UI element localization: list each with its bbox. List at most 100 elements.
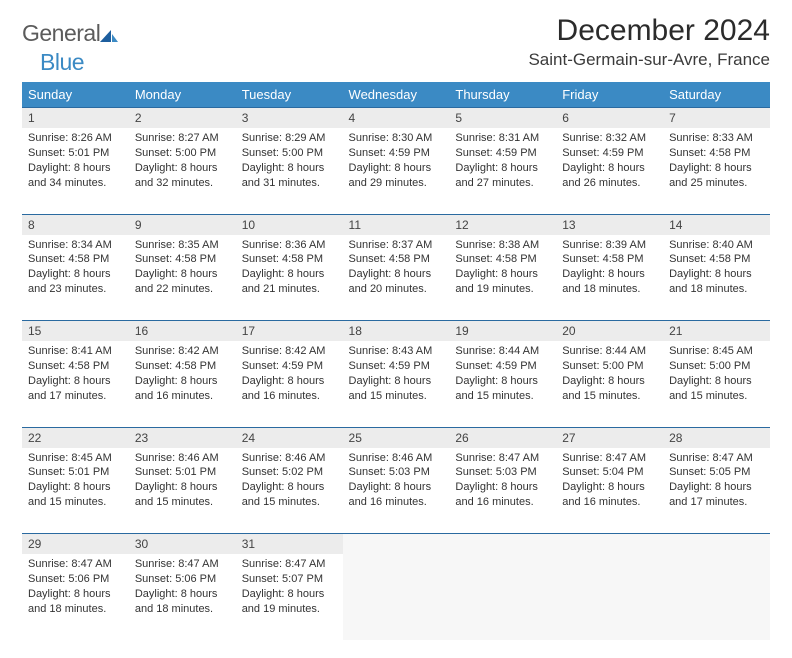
day-number-cell: 25 — [343, 427, 450, 448]
weekday-header: Tuesday — [236, 82, 343, 108]
day-body-cell: Sunrise: 8:45 AMSunset: 5:00 PMDaylight:… — [663, 341, 770, 427]
day-day2: and 25 minutes. — [669, 176, 764, 191]
day-body-cell: Sunrise: 8:40 AMSunset: 4:58 PMDaylight:… — [663, 235, 770, 321]
brand-general: General — [22, 20, 100, 46]
day-body-cell: Sunrise: 8:27 AMSunset: 5:00 PMDaylight:… — [129, 128, 236, 214]
day-day2: and 22 minutes. — [135, 282, 230, 297]
day-number-cell: 11 — [343, 214, 450, 235]
day-sunset: Sunset: 4:58 PM — [135, 359, 230, 374]
day-sunrise: Sunrise: 8:30 AM — [349, 131, 444, 146]
day-body-cell: Sunrise: 8:47 AMSunset: 5:03 PMDaylight:… — [449, 448, 556, 534]
day-sunset: Sunset: 5:00 PM — [669, 359, 764, 374]
day-day2: and 18 minutes. — [562, 282, 657, 297]
day-day2: and 15 minutes. — [669, 389, 764, 404]
day-number-cell — [449, 534, 556, 555]
day-number-cell: 28 — [663, 427, 770, 448]
day-sunset: Sunset: 5:01 PM — [135, 465, 230, 480]
day-day1: Daylight: 8 hours — [242, 587, 337, 602]
day-day1: Daylight: 8 hours — [562, 480, 657, 495]
day-sunrise: Sunrise: 8:44 AM — [562, 344, 657, 359]
day-day1: Daylight: 8 hours — [562, 374, 657, 389]
day-day1: Daylight: 8 hours — [135, 161, 230, 176]
day-sunset: Sunset: 5:00 PM — [135, 146, 230, 161]
day-day2: and 21 minutes. — [242, 282, 337, 297]
day-body-row: Sunrise: 8:34 AMSunset: 4:58 PM Daylight:… — [22, 235, 770, 321]
day-day2: and 29 minutes. — [349, 176, 444, 191]
weekday-header: Wednesday — [343, 82, 450, 108]
day-number-cell: 1 — [22, 108, 129, 129]
day-day1: Daylight: 8 hours — [349, 374, 444, 389]
day-sunrise: Sunrise: 8:45 AM — [28, 451, 123, 466]
day-day2: and 16 minutes. — [562, 495, 657, 510]
day-sunset: Sunset: 4:59 PM — [242, 359, 337, 374]
day-sunrise: Sunrise: 8:35 AM — [135, 238, 230, 253]
day-number-cell: 12 — [449, 214, 556, 235]
day-body-cell: Sunrise: 8:42 AMSunset: 4:59 PMDaylight:… — [236, 341, 343, 427]
day-sunset: Sunset: 5:03 PM — [349, 465, 444, 480]
weekday-header: Monday — [129, 82, 236, 108]
day-body-cell: Sunrise: 8:47 AMSunset: 5:06 PMDaylight:… — [129, 554, 236, 640]
day-day2: and 15 minutes. — [562, 389, 657, 404]
day-day1: Daylight: 8 hours — [349, 161, 444, 176]
day-sunrise: Sunrise: 8:32 AM — [562, 131, 657, 146]
day-sunset: Sunset: 5:00 PM — [242, 146, 337, 161]
day-body-cell: Sunrise: 8:39 AMSunset: 4:58 PMDaylight:… — [556, 235, 663, 321]
day-sunrise: Sunrise: 8:27 AM — [135, 131, 230, 146]
day-body-cell: Sunrise: 8:32 AMSunset: 4:59 PMDaylight:… — [556, 128, 663, 214]
day-body-cell: Sunrise: 8:44 AMSunset: 4:59 PMDaylight:… — [449, 341, 556, 427]
day-number-cell: 30 — [129, 534, 236, 555]
day-body-cell: Sunrise: 8:29 AMSunset: 5:00 PMDaylight:… — [236, 128, 343, 214]
day-number-row: 1234567 — [22, 108, 770, 129]
day-number-cell — [556, 534, 663, 555]
day-sunset: Sunset: 5:07 PM — [242, 572, 337, 587]
day-day1: Daylight: 8 hours — [135, 374, 230, 389]
day-sunrise: Sunrise: 8:41 AM — [28, 344, 123, 359]
day-number-cell: 23 — [129, 427, 236, 448]
day-body-row: Sunrise: 8:26 AMSunset: 5:01 PMDaylight:… — [22, 128, 770, 214]
day-body-row: Sunrise: 8:47 AMSunset: 5:06 PMDaylight:… — [22, 554, 770, 640]
day-day2: and 16 minutes. — [242, 389, 337, 404]
day-day2: and 20 minutes. — [349, 282, 444, 297]
day-day1: Daylight: 8 hours — [28, 480, 123, 495]
day-day1: Daylight: 8 hours — [242, 374, 337, 389]
day-day1: Daylight: 8 hours — [669, 374, 764, 389]
day-body-cell — [663, 554, 770, 640]
day-day1: Daylight: 8 hours — [349, 267, 444, 282]
day-number-cell: 31 — [236, 534, 343, 555]
day-day1: Daylight: 8 hours — [455, 480, 550, 495]
day-day1: Daylight: 8 hours — [242, 267, 337, 282]
day-number-cell: 17 — [236, 321, 343, 342]
day-number-cell: 3 — [236, 108, 343, 129]
day-body-cell: Sunrise: 8:46 AMSunset: 5:03 PMDaylight:… — [343, 448, 450, 534]
day-body-cell: Sunrise: 8:34 AMSunset: 4:58 PMDaylight:… — [22, 235, 129, 321]
day-number-cell: 15 — [22, 321, 129, 342]
day-sunset: Sunset: 4:58 PM — [669, 146, 764, 161]
day-sunset: Sunset: 4:58 PM — [28, 252, 123, 267]
day-number-cell: 19 — [449, 321, 556, 342]
day-sunrise: Sunrise: 8:34 AM — [28, 238, 123, 253]
day-day2: and 17 minutes. — [28, 389, 123, 404]
day-day1: Daylight: 8 hours — [135, 480, 230, 495]
day-sunset: Sunset: 5:05 PM — [669, 465, 764, 480]
day-number-cell: 7 — [663, 108, 770, 129]
day-sunset: Sunset: 4:58 PM — [28, 359, 123, 374]
day-day1: Daylight: 8 hours — [455, 161, 550, 176]
day-sunrise: Sunrise: 8:26 AM — [28, 131, 123, 146]
day-number-cell: 14 — [663, 214, 770, 235]
day-day1: Daylight: 8 hours — [28, 587, 123, 602]
day-body-cell: Sunrise: 8:45 AMSunset: 5:01 PMDaylight:… — [22, 448, 129, 534]
day-body-cell: Sunrise: 8:46 AMSunset: 5:01 PMDaylight:… — [129, 448, 236, 534]
day-sunset: Sunset: 5:06 PM — [28, 572, 123, 587]
day-sunrise: Sunrise: 8:42 AM — [135, 344, 230, 359]
day-body-cell: Sunrise: 8:36 AMSunset: 4:58 PMDaylight:… — [236, 235, 343, 321]
day-body-cell: Sunrise: 8:38 AMSunset: 4:58 PMDaylight:… — [449, 235, 556, 321]
day-body-cell — [556, 554, 663, 640]
day-number-cell: 4 — [343, 108, 450, 129]
day-body-cell: Sunrise: 8:37 AMSunset: 4:58 PMDaylight:… — [343, 235, 450, 321]
day-sunset: Sunset: 5:03 PM — [455, 465, 550, 480]
brand-logo: General Blue — [22, 14, 118, 76]
day-sunset: Sunset: 4:59 PM — [349, 359, 444, 374]
day-body-row: Sunrise: 8:41 AMSunset: 4:58 PMDaylight:… — [22, 341, 770, 427]
day-body-cell: Sunrise: 8:44 AMSunset: 5:00 PMDaylight:… — [556, 341, 663, 427]
day-body-cell: Sunrise: 8:26 AMSunset: 5:01 PMDaylight:… — [22, 128, 129, 214]
